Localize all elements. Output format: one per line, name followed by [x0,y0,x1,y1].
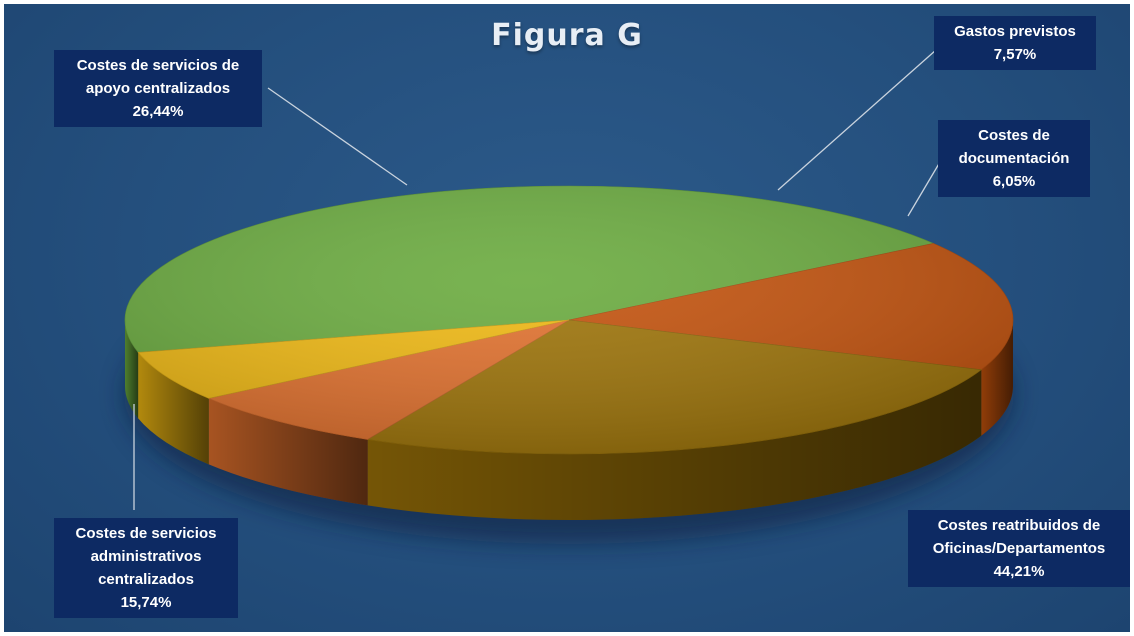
data-label-apoyo-line1: Costes de servicios de [76,57,240,74]
data-label-documentacion-line2: documentación [958,150,1070,167]
data-label-administrativos-line3: centralizados [98,571,194,588]
data-label-administrativos-line1: Costes de servicios [75,525,217,542]
data-label-documentacion: Costes de documentación 6,05% [938,120,1090,197]
data-label-documentacion-line1: Costes de [978,127,1050,144]
data-label-gastos-line1: Gastos previstos [954,23,1076,40]
chart-title: Figura G [491,18,643,53]
data-label-reatribuidos-line1: Costes reatribuidos de [937,517,1101,534]
leader-line-documentacion [907,161,941,217]
data-label-apoyo-pct: 26,44% [132,103,184,120]
data-label-reatribuidos: Costes reatribuidos de Oficinas/Departam… [908,510,1130,587]
data-label-documentacion-pct: 6,05% [992,173,1036,190]
chart-area: Figura G Costes de servicios de apoyo ce… [4,4,1130,632]
data-label-apoyo-line2: apoyo centralizados [85,80,231,97]
data-label-gastos-pct: 7,57% [993,46,1037,63]
data-label-gastos: Gastos previstos 7,57% [934,16,1096,70]
leader-line-gastos [777,49,937,191]
data-label-administrativos-line2: administrativos [90,548,202,565]
data-label-administrativos: Costes de servicios administrativos cent… [54,518,238,618]
leader-line-apoyo [267,87,408,186]
data-label-reatribuidos-line2: Oficinas/Departamentos [932,540,1106,557]
pie-side-shade-apoyo [367,369,982,520]
data-label-apoyo: Costes de servicios de apoyo centralizad… [54,50,262,127]
data-label-administrativos-pct: 15,74% [120,594,172,611]
leader-lines [133,49,941,510]
data-label-reatribuidos-pct: 44,21% [993,563,1045,580]
pie-tops [124,185,1014,455]
